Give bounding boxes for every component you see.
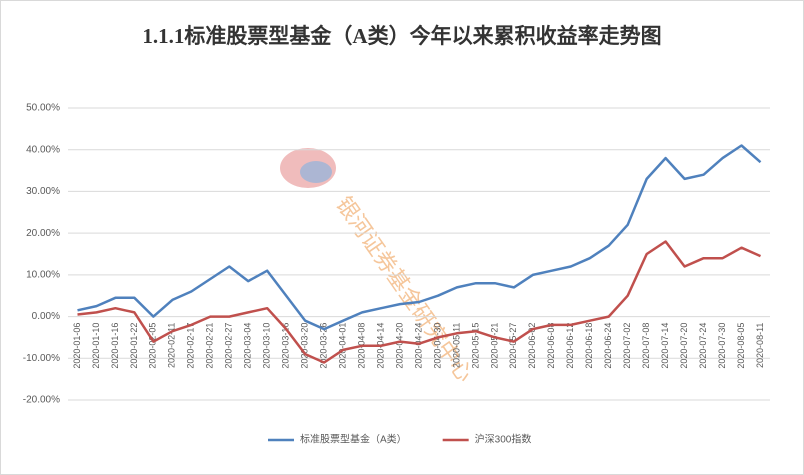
x-tick-label: 2020-04-30	[432, 323, 442, 369]
x-tick-label: 2020-02-21	[205, 323, 215, 369]
x-tick-label: 2020-01-22	[129, 323, 139, 369]
x-tick-label: 2020-07-30	[717, 323, 727, 369]
x-tick-label: 2020-01-06	[72, 323, 82, 369]
x-tick-label: 2020-08-11	[755, 323, 765, 368]
watermark-logo	[280, 148, 336, 188]
x-tick-label: 2020-01-10	[91, 323, 101, 369]
legend-label: 标准股票型基金（A类）	[300, 433, 407, 446]
x-tick-label: 2020-06-02	[527, 323, 537, 369]
x-tick-label: 2020-04-24	[413, 323, 423, 369]
x-tick-label: 2020-06-18	[584, 323, 594, 369]
x-tick-label: 2020-03-26	[319, 323, 329, 369]
x-tick-label: 2020-07-02	[622, 323, 632, 369]
x-tick-label: 2020-02-11	[167, 323, 177, 368]
x-tick-label: 2020-07-24	[698, 323, 708, 369]
y-tick-label: 0.00%	[32, 311, 60, 322]
y-tick-label: -20.00%	[23, 395, 60, 406]
x-tick-label: 2020-06-08	[546, 323, 556, 369]
x-tick-label: 2020-03-20	[300, 323, 310, 369]
y-tick-label: 50.00%	[26, 103, 60, 114]
x-tick-label: 2020-07-14	[660, 323, 670, 369]
x-tick-label: 2020-03-16	[281, 323, 291, 369]
x-tick-label: 2020-04-20	[394, 323, 404, 369]
x-tick-label: 2020-05-27	[508, 323, 518, 369]
x-tick-label: 2020-04-01	[337, 323, 347, 369]
series-line	[77, 240, 762, 364]
x-tick-label: 2020-02-05	[148, 323, 158, 369]
x-tick-label: 2020-02-27	[224, 323, 234, 369]
x-tick-label: 2020-07-20	[679, 323, 689, 369]
x-tick-label: 2020-05-21	[489, 323, 499, 369]
legend-label: 沪深300指数	[475, 433, 532, 446]
x-tick-label: 2020-06-24	[603, 323, 613, 369]
x-tick-label: 2020-05-11	[451, 323, 461, 368]
series-line	[77, 144, 762, 331]
y-tick-label: 10.00%	[26, 269, 60, 280]
x-tick-label: 2020-05-15	[470, 323, 480, 369]
x-tick-label: 2020-02-17	[186, 323, 196, 369]
y-tick-label: -10.00%	[23, 353, 60, 364]
x-tick-label: 2020-01-16	[110, 323, 120, 369]
x-tick-label: 2020-07-08	[641, 323, 651, 369]
y-tick-label: 40.00%	[26, 144, 60, 155]
chart-title: 1.1.1标准股票型基金（A类）今年以来累积收益率走势图	[142, 24, 661, 48]
x-tick-label: 2020-08-05	[736, 323, 746, 369]
y-tick-label: 20.00%	[26, 228, 60, 239]
x-tick-label: 2020-03-04	[243, 323, 253, 369]
x-tick-label: 2020-06-12	[565, 323, 575, 369]
x-tick-label: 2020-03-10	[262, 323, 272, 369]
y-tick-label: 30.00%	[26, 186, 60, 197]
